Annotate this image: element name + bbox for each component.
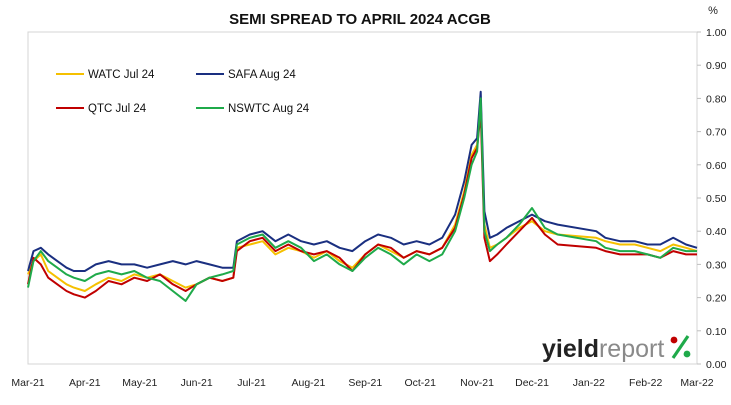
percent-logo-icon — [670, 335, 691, 359]
x-tick-label: Nov-21 — [460, 377, 494, 389]
svg-text:yieldreport: yieldreport — [542, 335, 664, 363]
y-tick-label: 0.40 — [706, 226, 727, 238]
chart-title: SEMI SPREAD TO APRIL 2024 ACGB — [229, 11, 491, 28]
legend: WATC Jul 24 SAFA Aug 24 QTC Jul 24 NSWTC Au… — [56, 69, 310, 115]
x-axis: Mar-21 Apr-21 May-21 Jun-21 Jul-21 Aug-21 Sep-… — [11, 377, 713, 389]
logo-text-yield: yield — [542, 335, 599, 363]
x-tick-label: Dec-21 — [515, 377, 549, 389]
y-tick-label: 0.90 — [706, 60, 727, 72]
series-line-safa-aug-24 — [27, 90, 698, 272]
yieldreport-logo: yieldreport — [542, 335, 691, 363]
x-tick-label: Mar-21 — [11, 377, 44, 389]
series-lines — [27, 90, 698, 302]
unit-label: % — [708, 5, 718, 17]
legend-label: SAFA Aug 24 — [228, 69, 296, 81]
y-axis: 0.00 0.10 0.20 0.30 0.40 0.50 0.60 0.70 0.80 0.90… — [697, 27, 727, 371]
y-tick-label: 0.20 — [706, 293, 727, 305]
y-tick-label: 1.00 — [706, 27, 727, 39]
legend-label: NSWTC Aug 24 — [228, 103, 310, 115]
x-tick-label: Mar-22 — [680, 377, 713, 389]
x-tick-label: Oct-21 — [404, 377, 436, 389]
logo-text-report: report — [599, 335, 664, 363]
y-tick-label: 0.10 — [706, 326, 727, 338]
y-tick-label: 0.00 — [706, 359, 727, 371]
x-tick-label: Jul-21 — [237, 377, 266, 389]
y-tick-label: 0.70 — [706, 127, 727, 139]
x-tick-label: Feb-22 — [629, 377, 662, 389]
y-tick-label: 0.50 — [706, 193, 727, 205]
y-tick-label: 0.80 — [706, 93, 727, 105]
y-tick-label: 0.60 — [706, 160, 727, 172]
x-tick-label: Jun-21 — [181, 377, 213, 389]
x-tick-label: Apr-21 — [69, 377, 101, 389]
series-line-watc-jul-24 — [27, 100, 698, 292]
x-tick-label: Jan-22 — [573, 377, 605, 389]
legend-label: WATC Jul 24 — [88, 69, 155, 81]
x-tick-label: Aug-21 — [292, 377, 326, 389]
x-tick-label: May-21 — [122, 377, 157, 389]
y-tick-label: 0.30 — [706, 259, 727, 271]
x-tick-label: Sep-21 — [348, 377, 382, 389]
legend-label: QTC Jul 24 — [88, 103, 147, 115]
series-line-nswtc-aug-24 — [27, 97, 697, 302]
